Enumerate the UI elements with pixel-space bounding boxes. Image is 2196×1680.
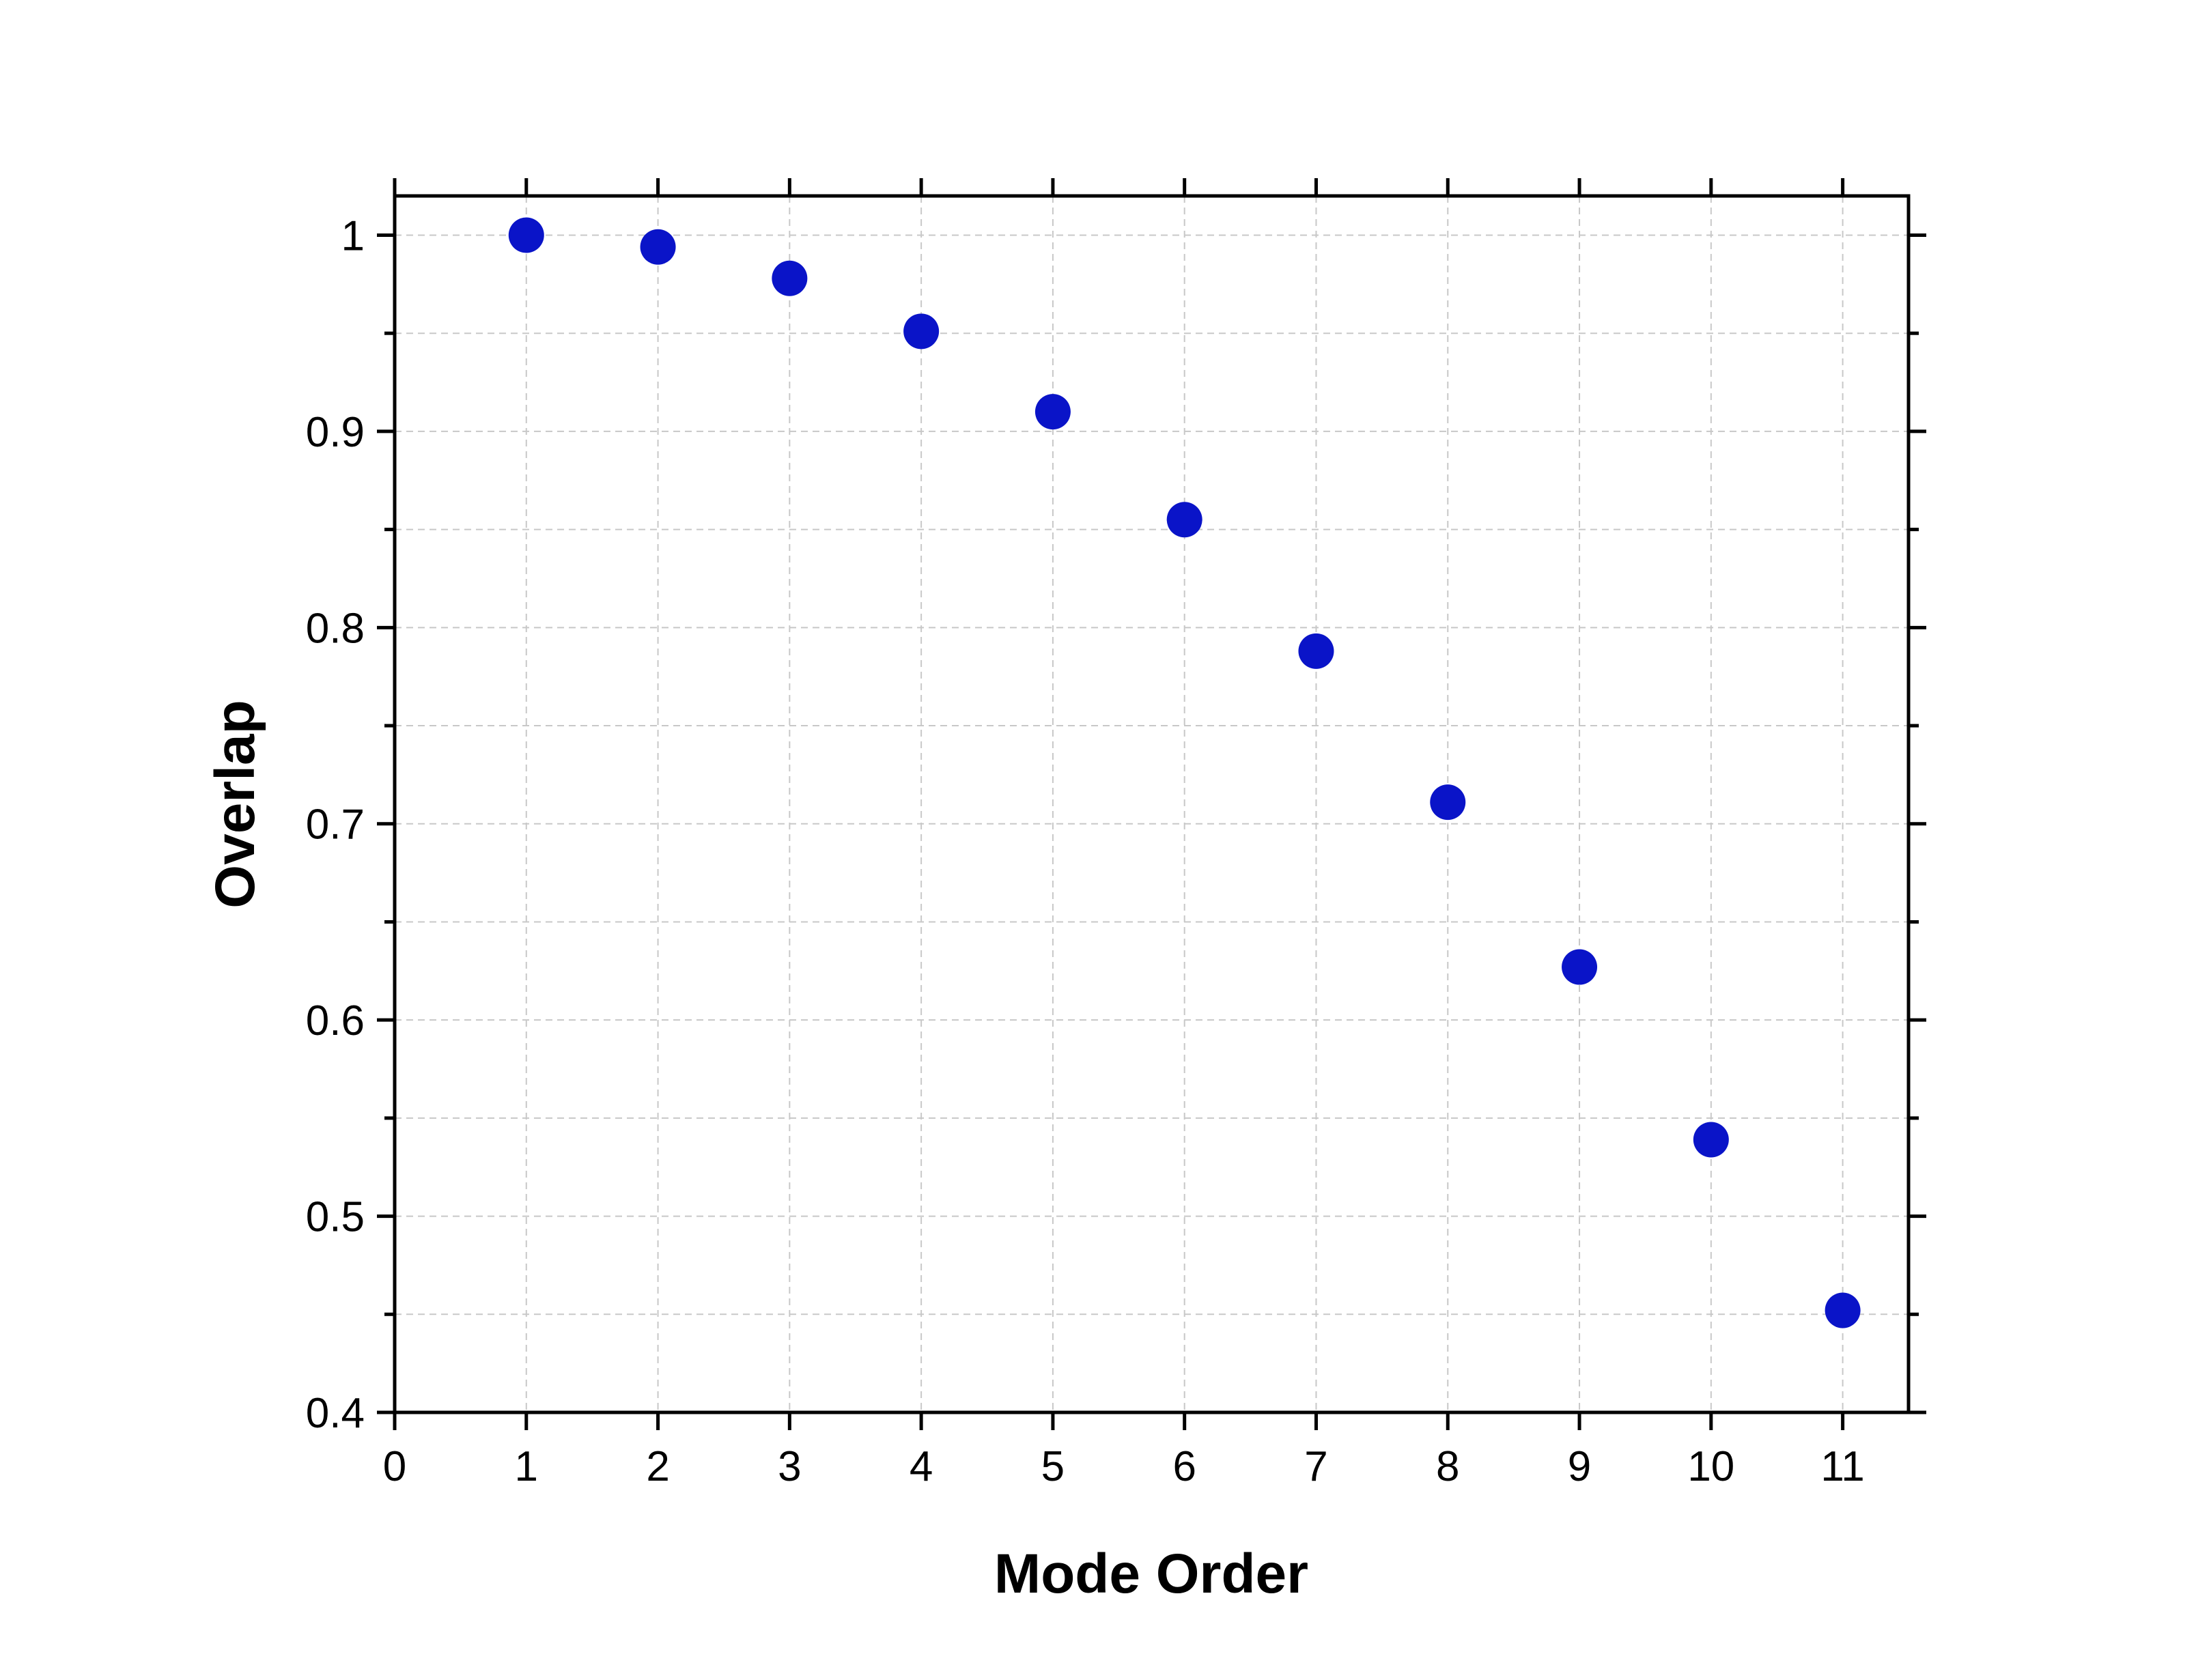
data-point [1166,502,1202,538]
y-tick-label: 0.6 [306,997,365,1044]
x-tick-label: 2 [646,1443,669,1490]
x-tick-label: 11 [1820,1443,1864,1490]
data-point [1430,784,1466,821]
data-point [1034,394,1071,430]
plot-frame [393,194,1911,1414]
y-tick-label: 1 [341,212,365,259]
grid-lines [395,196,1909,1412]
x-tick-label: 6 [1172,1443,1196,1490]
x-tick-labels: 0 1 2 3 4 5 6 7 8 9 10 11 [383,1443,1865,1490]
data-point [1693,1122,1729,1158]
y-tick-labels: 0.4 0.5 0.6 0.7 0.8 0.9 1 [306,212,365,1437]
y-axis-title: Overlap [204,700,266,908]
data-points [508,217,1861,1328]
data-point [903,313,940,350]
data-point [1562,949,1598,985]
data-point [1825,1292,1861,1328]
x-tick-label: 1 [515,1443,538,1490]
x-tick-label: 5 [1041,1443,1065,1490]
y-tick-label: 0.5 [306,1194,365,1241]
x-tick-label: 9 [1568,1443,1591,1490]
x-tick-label: 10 [1687,1443,1734,1490]
x-tick-label: 8 [1436,1443,1459,1490]
data-point [1298,633,1334,669]
data-point [772,260,808,296]
y-tick-label: 0.7 [306,801,365,849]
x-tick-label: 0 [383,1443,406,1490]
x-tick-label: 3 [778,1443,801,1490]
y-tick-label: 0.4 [306,1390,365,1437]
y-tick-label: 0.9 [306,409,365,456]
data-point [640,229,676,265]
x-axis-title: Mode Order [994,1543,1308,1605]
x-tick-label: 4 [910,1443,933,1490]
x-tick-label: 7 [1304,1443,1327,1490]
axis-ticks [377,178,1926,1430]
data-point [508,217,544,253]
y-tick-label: 0.8 [306,605,365,652]
